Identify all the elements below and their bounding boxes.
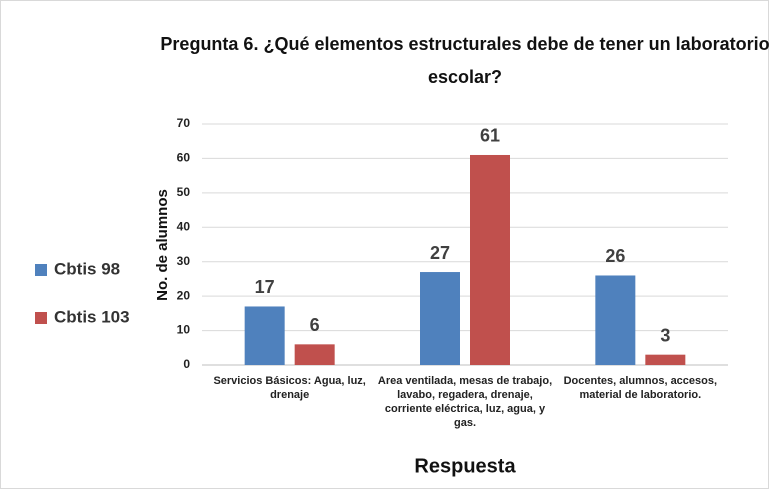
legend-label: Cbtis 103	[54, 307, 130, 326]
x-tick-label-box: Servicios Básicos: Agua, luz, drenaje	[213, 375, 366, 401]
x-axis-title: Respuesta	[414, 455, 516, 477]
legend-swatch	[35, 264, 47, 276]
data-label: 17	[255, 277, 275, 297]
chart-title: Pregunta 6. ¿Qué elementos estructurales…	[160, 34, 770, 87]
data-label: 27	[430, 243, 450, 263]
y-tick-label: 60	[177, 151, 191, 165]
legend-label: Cbtis 98	[54, 259, 120, 278]
y-tick-label: 20	[177, 288, 191, 302]
bar	[420, 272, 460, 365]
y-tick-label: 0	[183, 357, 190, 371]
x-tick-label: Servicios Básicos: Agua, luz, drenaje	[213, 375, 366, 401]
chart-title-box: Pregunta 6. ¿Qué elementos estructurales…	[160, 34, 770, 87]
y-tick-label: 30	[177, 254, 191, 268]
legend-swatch	[35, 312, 47, 324]
y-tick-label: 50	[177, 185, 191, 199]
x-tick-label-box: Area ventilada, mesas de trabajo, lavabo…	[377, 375, 553, 429]
y-axis-title: No. de alumnos	[154, 189, 171, 301]
bar	[244, 306, 285, 365]
bar	[470, 154, 510, 365]
y-tick-label: 70	[177, 116, 191, 130]
chart-frame	[0, 0, 769, 489]
x-tick-label-box: Docentes, alumnos, accesos, material de …	[563, 375, 718, 401]
bar	[645, 354, 686, 365]
data-label: 6	[310, 315, 320, 335]
bar	[294, 344, 335, 365]
data-label: 26	[605, 246, 625, 266]
y-tick-label: 40	[177, 219, 191, 233]
x-tick-label: Area ventilada, mesas de trabajo, lavabo…	[377, 375, 553, 429]
x-tick-label: Docentes, alumnos, accesos, material de …	[563, 375, 718, 401]
data-label: 3	[660, 325, 670, 345]
bar	[595, 275, 636, 365]
data-label: 61	[480, 126, 500, 146]
y-tick-label: 10	[177, 323, 191, 337]
